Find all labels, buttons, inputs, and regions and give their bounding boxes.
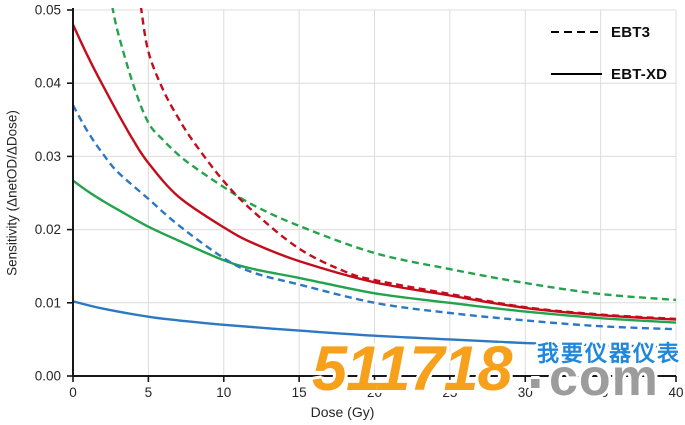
legend-label-ebtxd: EBT-XD	[611, 65, 668, 83]
curve-ebt3-red	[139, 8, 677, 321]
x-tick-label: 20	[367, 385, 382, 400]
series-curves	[72, 8, 677, 348]
legend-item-ebtxd: EBT-XD	[551, 65, 668, 83]
curve-ebt-xd-blue	[72, 300, 677, 348]
curve-ebt3-blue	[72, 104, 677, 331]
x-tick-label: 35	[593, 385, 608, 400]
x-tick-label: 15	[292, 385, 307, 400]
x-axis-title: Dose (Gy)	[310, 404, 375, 420]
curve-ebt3-green	[111, 8, 677, 302]
x-tick-label: 0	[69, 385, 77, 400]
x-tick-label: 30	[518, 385, 533, 400]
y-tick-label: 0.04	[35, 76, 62, 91]
gridlines	[73, 9, 677, 376]
x-tick-label: 25	[442, 385, 457, 400]
legend-item-ebt3: EBT3	[551, 23, 667, 41]
x-tick-label: 40	[668, 385, 683, 400]
legend-label-ebt3: EBT3	[611, 23, 651, 41]
y-tick-label: 0.00	[35, 369, 61, 384]
solid-line-sample	[551, 72, 602, 76]
legend: EBT3 EBT-XD	[551, 23, 668, 83]
y-axis-title: Sensitivity (ΔnetOD/ΔDose)	[4, 110, 20, 276]
y-tick-label: 0.03	[35, 149, 61, 164]
tick-marks	[67, 9, 677, 382]
y-tick-label: 0.01	[35, 295, 61, 310]
curve-ebt-xd-green	[72, 179, 677, 324]
y-tick-label: 0.02	[35, 222, 61, 237]
x-tick-label: 10	[216, 385, 231, 400]
y-tick-label: 0.05	[35, 3, 61, 18]
tick-labels: 0.00 0.01 0.02 0.03 0.04 0.05 0 5 10 15 20 25 30 35 40	[35, 3, 684, 401]
x-tick-label: 5	[145, 385, 153, 400]
dashed-line-sample	[551, 30, 602, 34]
